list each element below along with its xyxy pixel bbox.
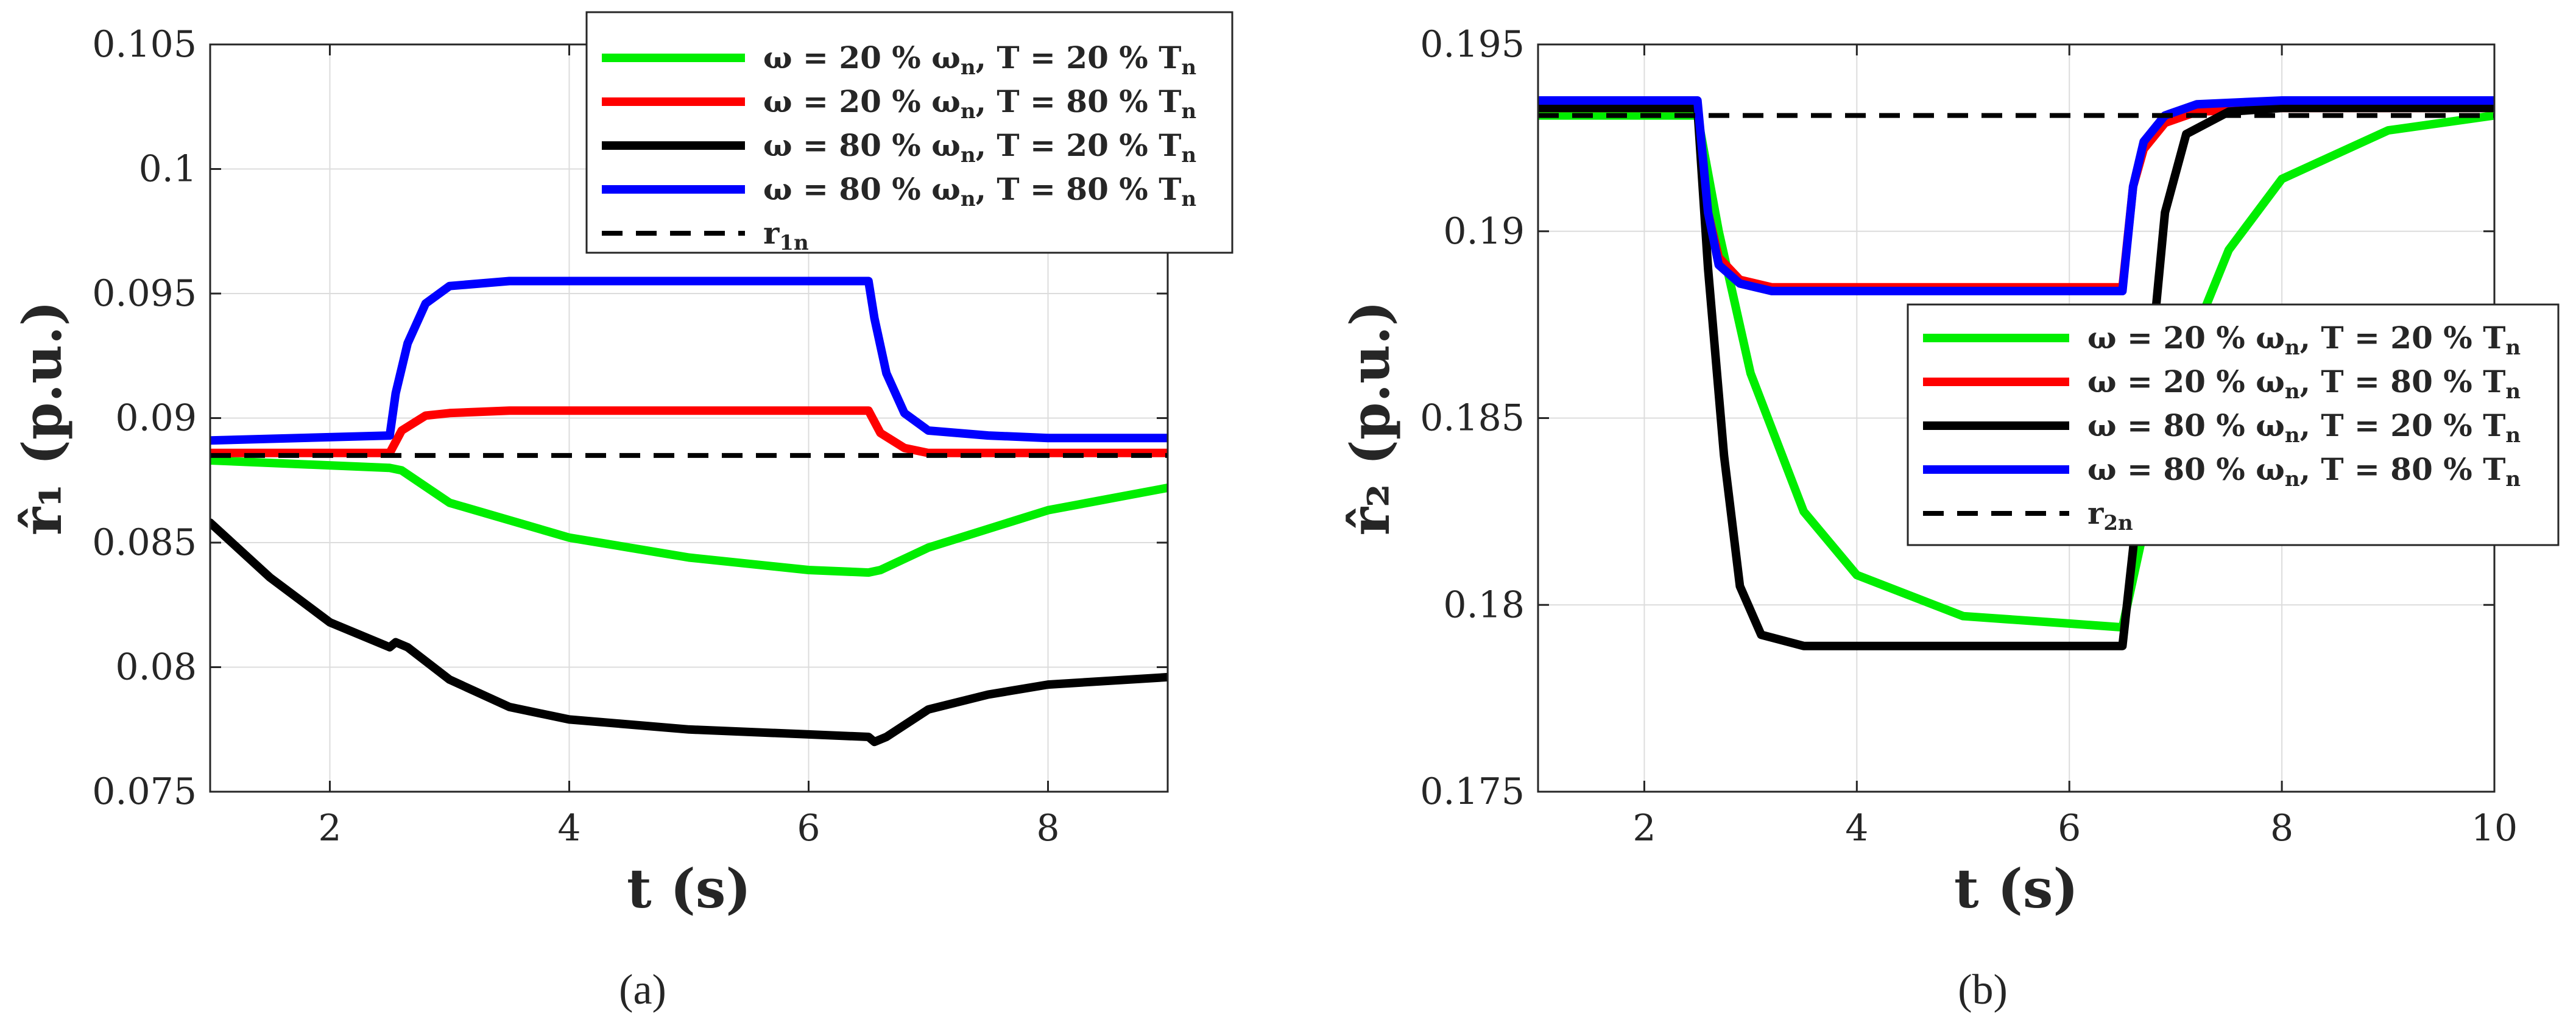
legend-entry-1: ω = 20 % ωn, T = 20 % Tn	[2087, 320, 2521, 360]
chart-a: 2 4 6 8 0.075 0.08 0.085 0.09 0.095 0.1 0.105 t (s)…	[10, 11, 1233, 1013]
legend-text: ω = 20 % ω	[2087, 364, 2285, 400]
legend-subscript: n	[1181, 55, 1196, 80]
y-tick-label: 0.075	[92, 770, 197, 813]
panel-label: (a)	[619, 966, 666, 1013]
legend-text: r	[763, 215, 780, 251]
y-tick-label: 0.09	[115, 397, 197, 440]
legend-entry-4: ω = 80 % ωn, T = 80 % Tn	[763, 171, 1196, 211]
series-line-1	[210, 456, 1168, 577]
legend-entry-4: ω = 80 % ωn, T = 80 % Tn	[2087, 451, 2521, 491]
y-tick-label: 0.105	[92, 23, 197, 66]
legend-text: ω = 80 % ω	[763, 127, 961, 163]
series-line-3	[210, 518, 1168, 747]
legend-entry-5: r1n	[763, 215, 809, 255]
series-line-4	[1538, 96, 2494, 295]
y-tick-label: 0.195	[1420, 23, 1525, 66]
legend: ω = 20 % ωn, T = 20 % Tnω = 20 % ωn, T =…	[585, 11, 1233, 255]
legend-subscript: n	[1181, 187, 1196, 211]
x-axis-label: t (s)	[1954, 857, 2078, 920]
series-line-3	[1538, 104, 2494, 650]
legend-text: , T = 80 % T	[2300, 364, 2506, 400]
series-line-4	[210, 276, 1168, 445]
legend-subscript: n	[961, 143, 976, 167]
legend-subscript: n	[2285, 467, 2300, 491]
legend-subscript: 2n	[2103, 511, 2133, 535]
y-tick-label: 0.175	[1420, 770, 1525, 813]
x-tick-label: 6	[2058, 807, 2081, 850]
y-tick-label: 0.1	[139, 148, 197, 191]
chart-b: 2 4 6 8 10 0.175 0.18 0.185 0.19 0.195 t (s) r̂₂ (p…	[1338, 23, 2560, 1013]
legend-text: , T = 20 % T	[2300, 407, 2506, 443]
y-tick-label: 0.18	[1443, 583, 1525, 626]
x-tick-label: 6	[797, 807, 820, 850]
series-line-2	[210, 406, 1168, 457]
legend-subscript: n	[2285, 423, 2300, 448]
y-tick-label: 0.085	[92, 521, 197, 564]
legend-entry-1: ω = 20 % ωn, T = 20 % Tn	[763, 40, 1196, 80]
legend-text: , T = 20 % T	[976, 127, 1182, 163]
series-group	[210, 276, 1168, 747]
panel-label: (b)	[1958, 966, 2008, 1013]
legend-subscript: n	[2285, 379, 2300, 404]
legend-text: ω = 20 % ω	[763, 40, 961, 76]
legend-subscript: n	[2285, 336, 2300, 360]
legend-entry-3: ω = 80 % ωn, T = 20 % Tn	[2087, 407, 2521, 448]
legend-box	[585, 11, 1233, 254]
legend-text: , T = 80 % T	[976, 83, 1182, 119]
legend-subscript: n	[2505, 379, 2521, 404]
legend-subscript: n	[2505, 423, 2521, 448]
legend-text: ω = 80 % ω	[2087, 451, 2285, 487]
x-tick-label: 8	[2270, 807, 2293, 850]
legend-entry-5: r2n	[2087, 495, 2133, 535]
legend-subscript: n	[961, 55, 976, 80]
legend-text: ω = 20 % ω	[2087, 320, 2285, 356]
legend-text: , T = 80 % T	[2300, 451, 2506, 487]
x-tick-label: 2	[1632, 807, 1656, 850]
legend-text: , T = 80 % T	[976, 171, 1182, 207]
y-tick-label: 0.08	[115, 646, 197, 689]
y-tick-label: 0.185	[1420, 397, 1525, 440]
legend-subscript: n	[1181, 99, 1196, 124]
legend-entry-2: ω = 20 % ωn, T = 80 % Tn	[763, 83, 1196, 124]
legend-subscript: n	[961, 187, 976, 211]
legend-entry-2: ω = 20 % ωn, T = 80 % Tn	[2087, 364, 2521, 404]
x-tick-label: 10	[2471, 807, 2518, 850]
legend-text: ω = 20 % ω	[763, 83, 961, 119]
legend: ω = 20 % ωn, T = 20 % Tnω = 20 % ωn, T =…	[1907, 303, 2560, 546]
x-axis-label: t (s)	[627, 857, 751, 920]
x-tick-label: 4	[557, 807, 580, 850]
y-axis-label: r̂₂ (p.u.)	[1338, 301, 1402, 536]
y-tick-label: 0.095	[92, 272, 197, 315]
legend-subscript: n	[961, 99, 976, 124]
legend-text: r	[2087, 495, 2104, 531]
legend-subscript: n	[2505, 336, 2521, 360]
x-tick-label: 2	[318, 807, 341, 850]
x-tick-label: 4	[1845, 807, 1868, 850]
y-tick-label: 0.19	[1443, 210, 1525, 253]
series-group	[1538, 96, 2494, 650]
x-tick-label: 8	[1036, 807, 1059, 850]
legend-subscript: n	[2505, 467, 2521, 491]
y-axis-label: r̂₁ (p.u.)	[10, 301, 74, 536]
legend-text: ω = 80 % ω	[763, 171, 961, 207]
legend-subscript: n	[1181, 143, 1196, 167]
legend-text: , T = 20 % T	[976, 40, 1182, 76]
legend-text: ω = 80 % ω	[2087, 407, 2285, 443]
legend-entry-3: ω = 80 % ωn, T = 20 % Tn	[763, 127, 1196, 167]
legend-subscript: 1n	[779, 231, 808, 255]
legend-text: , T = 20 % T	[2300, 320, 2506, 356]
